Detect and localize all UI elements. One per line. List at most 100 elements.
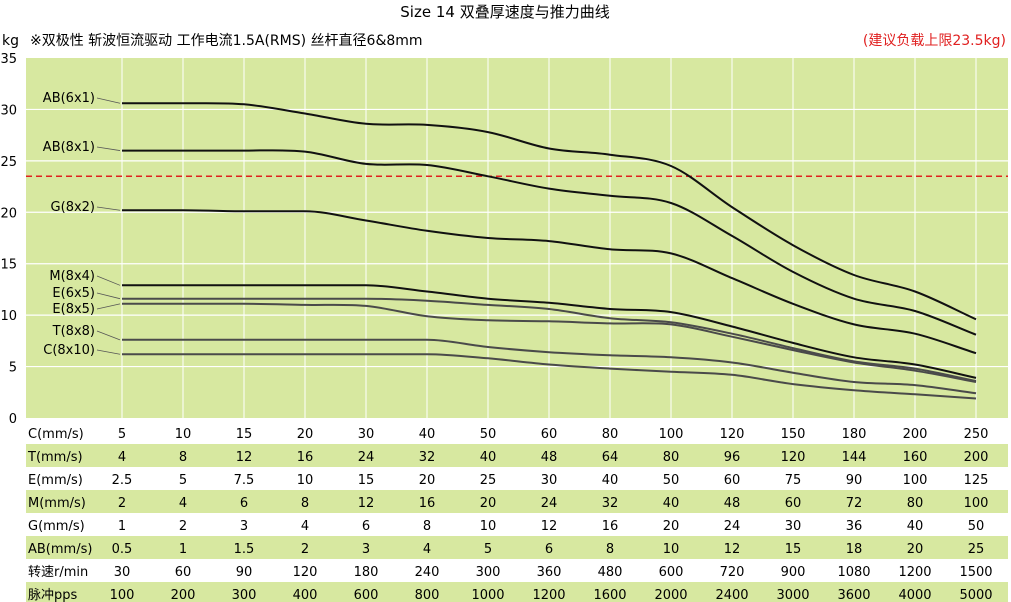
table-cell: 8 [301,496,309,511]
table-cell: 600 [354,588,379,602]
table-cell: 4 [118,450,126,465]
table-cell: 1000 [471,588,504,602]
table-row-bg [26,536,1008,559]
table-cell: 8 [423,519,431,534]
table-cell: 40 [663,496,680,511]
table-cell: 60 [541,427,558,442]
table-row-label: T(mm/s) [27,450,83,465]
table-cell: 40 [480,450,497,465]
table-cell: 250 [964,427,989,442]
table-cell: 3 [362,542,370,557]
table-cell: 1 [118,519,126,534]
series-line-E(6x5) [121,297,977,382]
table-cell: 200 [903,427,928,442]
table-cell: 15 [785,542,802,557]
table-cell: 32 [602,496,619,511]
y-tick-label: 30 [0,103,17,118]
table-cell: 5 [484,542,492,557]
table-cell: 0.5 [112,542,133,557]
series-label: T(8x8) [52,324,95,339]
table-cell: 600 [659,565,684,580]
series-label: G(8x2) [51,200,95,215]
table-cell: 4000 [898,588,931,602]
table-row-label: 转速r/min [28,565,88,580]
table-cell: 8 [606,542,614,557]
table-cell: 1080 [837,565,870,580]
series-line-G(8x2) [122,209,977,355]
table-cell: 160 [903,450,928,465]
table-row-bg [26,582,1008,602]
table-cell: 200 [171,588,196,602]
table-cell: 15 [236,427,253,442]
speed-table: C(mm/s) 5 10 15 20 30 40 50 60 80 100 120 150 180 200 2… [26,421,1008,602]
table-cell: 80 [907,496,924,511]
table-cell: 36 [846,519,863,534]
table-cell: 1200 [898,565,931,580]
table-cell: 3 [240,519,248,534]
table-row-bg [26,467,1008,490]
table-cell: 30 [541,473,558,488]
table-cell: 2 [301,542,309,557]
table-cell: 800 [415,588,440,602]
table-cell: 2 [118,496,126,511]
series-label: E(6x5) [52,286,95,301]
table-row-label: M(mm/s) [28,496,86,511]
table-cell: 4 [179,496,187,511]
table-cell: 100 [903,473,928,488]
table-cell: 3000 [776,588,809,602]
table-cell: 20 [480,496,497,511]
table-cell: 12 [724,542,741,557]
table-cell: 144 [842,450,867,465]
table-cell: 60 [724,473,741,488]
table-cell: 300 [232,588,257,602]
y-axis-unit: kg [2,33,19,49]
table-row-label: C(mm/s) [28,427,84,442]
table-cell: 40 [419,427,436,442]
table-cell: 1.5 [234,542,255,557]
table-cell: 5 [179,473,187,488]
table-cell: 6 [240,496,248,511]
series-leader-line [96,292,121,300]
table-cell: 30 [785,519,802,534]
drive-note: ※双极性 斩波恒流驱动 工作电流1.5A(RMS) 丝杆直径6&8mm [30,32,423,49]
table-cell: 5 [118,427,126,442]
series-line-AB(8x1) [121,149,977,336]
series-leader-line [96,146,121,151]
table-cell: 2000 [654,588,687,602]
series-leader-line [96,206,121,211]
table-cell: 12 [236,450,253,465]
table-cell: 4 [301,519,309,534]
table-cell: 1500 [959,565,992,580]
table-cell: 8 [179,450,187,465]
series-line-T(8x8) [122,338,977,395]
table-cell: 150 [781,427,806,442]
table-cell: 1 [179,542,187,557]
table-cell: 20 [663,519,680,534]
series-line-M(8x4) [122,284,977,379]
table-cell: 80 [663,450,680,465]
table-cell: 400 [293,588,318,602]
series-leader-line [96,330,121,341]
table-row-label: G(mm/s) [28,519,85,534]
table-cell: 50 [968,519,985,534]
table-cell: 16 [602,519,619,534]
series-label: E(8x5) [52,302,95,317]
table-cell: 30 [358,427,375,442]
table-cell: 100 [110,588,135,602]
series-line-AB(6x1) [122,102,977,321]
table-cell: 180 [354,565,379,580]
plot-area: 0 5 10 15 20 25 30 35 AB(6x1) AB(8x1) G(8x2) M(8x4)… [0,52,1008,427]
table-cell: 6 [545,542,553,557]
table-cell: 125 [964,473,989,488]
series-leader-line [96,303,121,310]
table-row-label: 脉冲pps [28,588,78,602]
table-cell: 6 [362,519,370,534]
table-cell: 40 [907,519,924,534]
table-cell: 75 [785,473,802,488]
table-cell: 90 [846,473,863,488]
plot-background [26,58,1008,418]
table-cell: 90 [236,565,253,580]
table-cell: 20 [907,542,924,557]
table-row-label: AB(mm/s) [28,542,92,557]
